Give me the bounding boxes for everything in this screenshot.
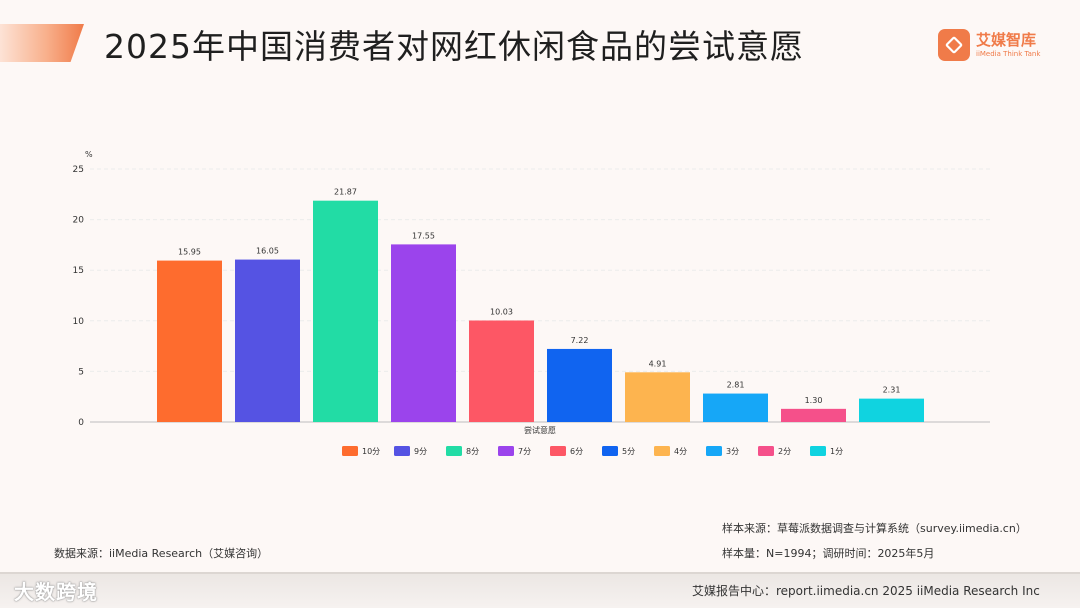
bar-6分 (469, 320, 534, 422)
logo-name: 艾媒智库 (976, 30, 1037, 49)
legend-label: 6分 (570, 447, 583, 456)
data-source-text: 数据来源：iiMedia Research（艾媒咨询） (54, 547, 269, 560)
logo-icon (938, 29, 970, 61)
data-label: 10.03 (490, 307, 513, 316)
page-title: 2025年中国消费者对网红休闲食品的尝试意愿 (104, 27, 804, 66)
watermark-text: 大数跨境 (14, 580, 98, 604)
bar-2分 (781, 408, 846, 422)
legend-label: 5分 (622, 447, 635, 456)
bar-4分 (625, 372, 690, 422)
data-label: 2.81 (727, 381, 745, 390)
data-label: 15.95 (178, 248, 201, 257)
sample-source-text: 样本来源：草莓派数据调查与计算系统（survey.iimedia.cn） (722, 522, 1027, 535)
data-label: 1.30 (805, 396, 823, 405)
data-label: 4.91 (649, 359, 667, 368)
y-axis: 0 5 10 15 20 25 (73, 165, 85, 428)
y-tick-label: 20 (73, 216, 85, 226)
legend-label: 9分 (414, 447, 427, 456)
legend-swatch (758, 446, 774, 456)
legend-swatch (446, 446, 462, 456)
brand-logo: 艾媒智库 iiMedia Think Tank (938, 28, 1040, 62)
y-unit-label: % (85, 150, 93, 159)
title-accent-bar (0, 24, 84, 62)
bar-1分 (859, 398, 924, 422)
bar-chart: 0 5 10 15 20 25 15.95 16.05 21.87 17.55 10.03 7.22… (73, 150, 990, 456)
y-tick-label: 10 (73, 317, 85, 327)
x-axis-label: 尝试意愿 (524, 425, 556, 435)
bar-5分 (547, 348, 612, 422)
legend-label: 8分 (466, 447, 479, 456)
legend-label: 10分 (362, 447, 380, 456)
chart-legend: 10分 9分 8分 7分 6分 5分 4分 3分 2分 1分 (342, 446, 843, 456)
bar-7分 (391, 244, 456, 422)
legend-swatch (602, 446, 618, 456)
data-label: 16.05 (256, 247, 279, 256)
bottom-divider (0, 572, 1080, 574)
legend-swatch (550, 446, 566, 456)
data-label: 17.55 (412, 231, 435, 240)
legend-swatch (498, 446, 514, 456)
report-center-text: 艾媒报告中心：report.iimedia.cn 2025 iiMedia Re… (692, 584, 1040, 598)
legend-swatch (810, 446, 826, 456)
logo-subtitle: iiMedia Think Tank (976, 49, 1041, 58)
chart-grid (90, 168, 990, 423)
data-label: 7.22 (571, 336, 589, 345)
data-label: 21.87 (334, 188, 357, 197)
legend-label: 7分 (518, 447, 531, 456)
bar-series (157, 200, 924, 422)
y-tick-label: 25 (73, 165, 84, 175)
y-tick-label: 15 (73, 266, 84, 276)
y-tick-label: 5 (78, 367, 84, 377)
legend-swatch (394, 446, 410, 456)
bottom-bar (0, 572, 1080, 608)
y-tick-label: 0 (78, 418, 84, 428)
bar-9分 (235, 259, 300, 422)
legend-swatch (706, 446, 722, 456)
bar-10分 (157, 260, 222, 422)
bar-8分 (313, 200, 378, 422)
legend-swatch (654, 446, 670, 456)
legend-swatch (342, 446, 358, 456)
legend-label: 1分 (830, 447, 843, 456)
legend-label: 2分 (778, 447, 791, 456)
value-labels: 15.95 16.05 21.87 17.55 10.03 7.22 4.91 2.81 1.3… (178, 188, 900, 405)
legend-label: 3分 (726, 447, 739, 456)
sample-size-text: 样本量：N=1994；调研时间：2025年5月 (722, 547, 935, 560)
legend-label: 4分 (674, 447, 687, 456)
data-label: 2.31 (883, 386, 901, 395)
bar-3分 (703, 393, 768, 422)
